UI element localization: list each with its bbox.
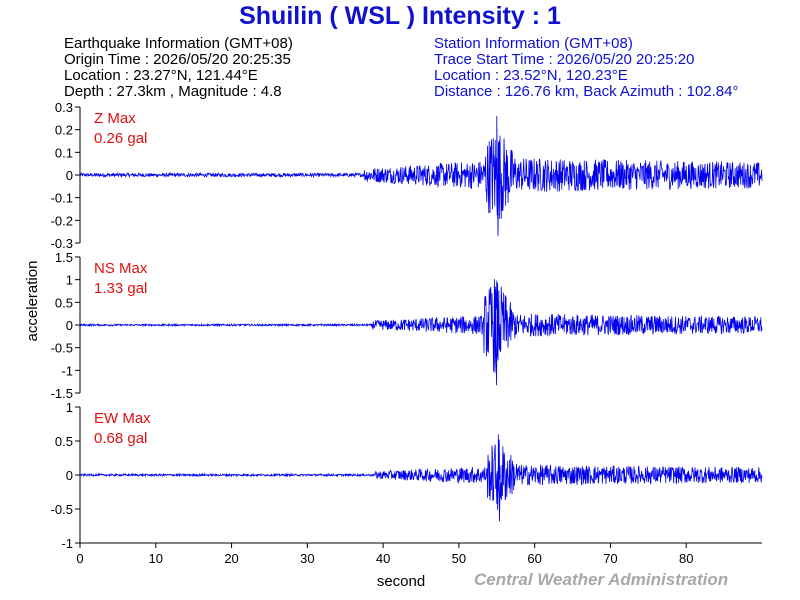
max-value-ew: 0.68 gal: [94, 430, 147, 447]
max-title-z: Z Max: [94, 110, 136, 127]
y-tick-label: -1: [61, 363, 73, 378]
epicenter-location: Location : 23.27°N, 121.44°E: [64, 67, 258, 84]
traces-layer: [79, 116, 763, 522]
earthquake-info-heading: Earthquake Information (GMT+08): [64, 35, 293, 52]
origin-time: Origin Time : 2026/05/20 20:25:35: [64, 51, 291, 68]
station-info: Station Information (GMT+08) Trace Start…: [434, 36, 739, 100]
earthquake-info: Earthquake Information (GMT+08) Origin T…: [64, 36, 293, 100]
y-tick-label: -0.5: [51, 341, 73, 356]
max-value-z: 0.26 gal: [94, 130, 147, 147]
distance-azimuth: Distance : 126.76 km, Back Azimuth : 102…: [434, 83, 739, 100]
y-tick-label: 0.1: [55, 145, 73, 160]
y-tick-label: 1: [66, 273, 73, 288]
station-location: Location : 23.52°N, 120.23°E: [434, 67, 628, 84]
y-tick-label: 0.3: [55, 100, 73, 115]
x-tick-label: 10: [149, 551, 163, 566]
credit-text: Central Weather Administration: [474, 570, 729, 589]
x-tick-label: 30: [300, 551, 314, 566]
trace-ew: [80, 434, 763, 522]
x-axis-label: second: [377, 573, 425, 590]
x-tick-label: 60: [527, 551, 541, 566]
max-title-ew: EW Max: [94, 410, 151, 427]
y-tick-label: 1: [66, 400, 73, 415]
y-tick-label: -1.5: [51, 386, 73, 401]
max-value-ns: 1.33 gal: [94, 280, 147, 297]
y-tick-label: 0.2: [55, 123, 73, 138]
station-info-heading: Station Information (GMT+08): [434, 35, 633, 52]
y-tick-label: -0.3: [51, 236, 73, 251]
trace-z: [79, 116, 763, 237]
trace-start-time: Trace Start Time : 2026/05/20 20:25:20: [434, 51, 695, 68]
x-tick-label: 80: [679, 551, 693, 566]
y-tick-label: 0: [66, 468, 73, 483]
y-tick-label: -0.5: [51, 502, 73, 517]
trace-ns: [79, 279, 763, 386]
y-tick-label: 1.5: [55, 250, 73, 265]
chart-title: Shuilin ( WSL ) Intensity : 1: [239, 2, 561, 30]
x-tick-label: 20: [224, 551, 238, 566]
x-tick-label: 70: [603, 551, 617, 566]
y-axis-label: acceleration: [24, 261, 41, 342]
y-tick-label: -1: [61, 536, 73, 551]
max-title-ns: NS Max: [94, 260, 148, 277]
y-tick-label: 0.5: [55, 434, 73, 449]
y-tick-label: -0.1: [51, 191, 73, 206]
y-tick-label: 0: [66, 168, 73, 183]
y-tick-label: 0.5: [55, 295, 73, 310]
x-tick-label: 40: [376, 551, 390, 566]
x-tick-label: 0: [76, 551, 83, 566]
x-tick-label: 50: [452, 551, 466, 566]
y-tick-label: 0: [66, 318, 73, 333]
depth-magnitude: Depth : 27.3km , Magnitude : 4.8: [64, 83, 282, 100]
y-tick-label: -0.2: [51, 213, 73, 228]
